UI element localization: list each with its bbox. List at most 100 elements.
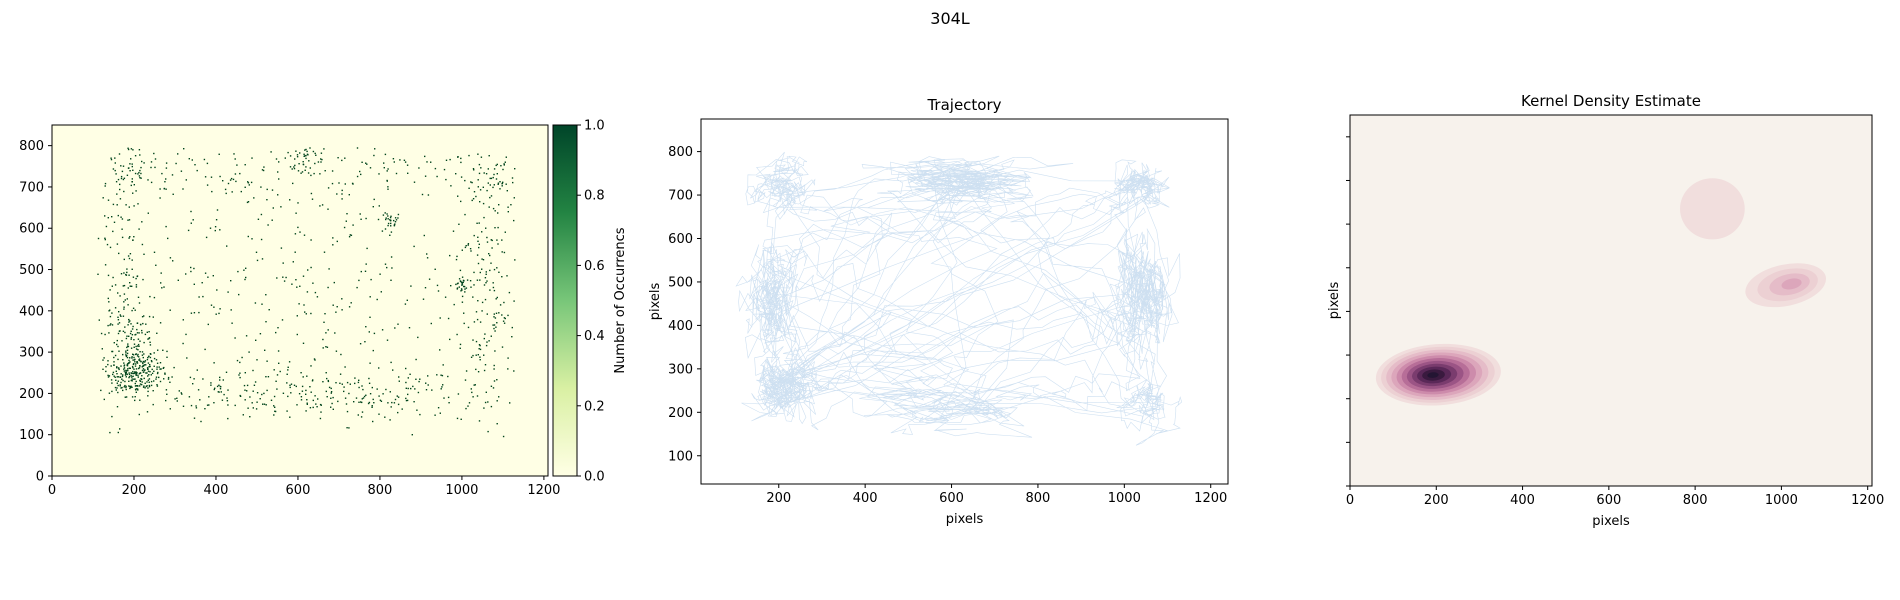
heatmap-cell: [346, 427, 348, 429]
heatmap-cell: [456, 287, 459, 289]
heatmap-cell: [217, 391, 219, 393]
heatmap-cell: [150, 181, 153, 184]
heatmap-cell: [245, 276, 247, 279]
heatmap-cell: [131, 285, 133, 287]
heatmap-cell: [499, 304, 502, 306]
heatmap-cell: [326, 396, 328, 398]
heatmap-cell: [112, 373, 114, 376]
heatmap-cell: [498, 312, 500, 314]
heatmap-cell: [297, 170, 300, 172]
heatmap-cell: [367, 402, 370, 405]
heatmap-cell: [261, 393, 263, 396]
heatmap-cell: [490, 405, 493, 408]
heatmap-cell: [396, 395, 398, 397]
heatmap-cell: [142, 361, 144, 364]
heatmap-cell: [352, 183, 354, 185]
heatmap-cell: [299, 285, 301, 287]
heatmap-cell: [465, 287, 468, 289]
heatmap-cell: [386, 339, 389, 341]
heatmap-cell: [130, 336, 133, 339]
heatmap-cell: [477, 371, 480, 373]
heatmap-cell: [339, 373, 342, 375]
heatmap-cell: [132, 192, 134, 194]
heatmap-cell: [160, 282, 162, 284]
heatmap-cell: [130, 347, 133, 349]
heatmap-cell: [141, 354, 144, 356]
heatmap-cell: [463, 285, 465, 288]
heatmap-cell: [129, 236, 131, 238]
trajectory-ytick-label-1: 200: [668, 406, 693, 421]
heatmap-cell: [382, 393, 384, 395]
heatmap-cell: [369, 316, 371, 318]
heatmap-cell: [275, 331, 277, 334]
heatmap-cell: [286, 373, 288, 375]
heatmap-cell: [146, 381, 148, 383]
heatmap-cell: [142, 360, 145, 363]
heatmap-cell: [441, 374, 444, 377]
heatmap-cell: [135, 363, 137, 365]
heatmap-cell: [498, 204, 500, 206]
heatmap-cell: [190, 312, 193, 314]
heatmap-cell: [141, 316, 144, 318]
heatmap-cell: [150, 166, 152, 169]
heatmap-cell: [509, 402, 511, 404]
heatmap-cell: [404, 303, 407, 305]
heatmap-cell: [254, 381, 257, 383]
heatmap-cell: [131, 365, 134, 368]
heatmap-cell: [314, 395, 316, 397]
heatmap-cell: [124, 326, 126, 328]
heatmap-cell: [477, 236, 479, 238]
heatmap-cell: [291, 283, 293, 285]
heatmap-cell: [163, 286, 165, 288]
heatmap-cell: [503, 163, 505, 165]
heatmap-cell: [127, 304, 129, 306]
heatmap-cell: [139, 351, 141, 353]
heatmap-cell: [264, 349, 266, 351]
heatmap-cell: [123, 370, 125, 372]
heatmap-cell: [360, 401, 362, 403]
heatmap-cell: [247, 201, 250, 203]
heatmap-cell: [372, 206, 374, 208]
heatmap-cell: [487, 401, 489, 403]
heatmap-cell: [114, 307, 117, 309]
heatmap-cell: [472, 396, 474, 398]
heatmap-cell: [149, 371, 151, 373]
heatmap-cell: [115, 173, 117, 175]
heatmap-cell: [387, 224, 389, 227]
heatmap-cell: [117, 384, 119, 387]
heatmap-cell: [117, 178, 120, 181]
heatmap-cell: [464, 288, 466, 290]
heatmap-cell: [312, 282, 314, 284]
heatmap-cell: [210, 304, 213, 306]
heatmap-cell: [302, 163, 305, 165]
heatmap-cell: [118, 367, 120, 369]
heatmap-cell: [125, 396, 128, 398]
heatmap-cell: [457, 393, 460, 395]
heatmap-cell: [137, 173, 139, 175]
heatmap-cell: [128, 335, 130, 337]
heatmap-cell: [465, 245, 467, 247]
heatmap-cell: [213, 306, 215, 308]
heatmap-cell: [300, 372, 302, 374]
heatmap-cell: [128, 376, 130, 379]
heatmap-cell: [147, 387, 149, 389]
heatmap-cell: [139, 177, 141, 179]
heatmap-cell: [302, 275, 305, 277]
heatmap-cell: [319, 205, 321, 207]
heatmap-cell: [165, 188, 167, 190]
colorbar-tick-label-0: 0.0: [584, 470, 605, 485]
kde-xlabel: pixels: [1592, 514, 1630, 529]
heatmap-cell: [125, 370, 128, 372]
heatmap-cell: [132, 149, 134, 151]
heatmap-cell: [104, 185, 106, 187]
heatmap-cell: [436, 175, 438, 178]
heatmap-cell: [278, 178, 280, 180]
heatmap-cell: [273, 395, 276, 398]
heatmap-cell: [346, 381, 349, 384]
heatmap-cell: [139, 399, 141, 401]
heatmap-cell: [310, 239, 312, 241]
heatmap-cell: [280, 247, 283, 249]
kde-xtick-label-0: 0: [1346, 493, 1354, 508]
heatmap-cell: [251, 238, 253, 240]
heatmap-cell: [390, 406, 392, 408]
